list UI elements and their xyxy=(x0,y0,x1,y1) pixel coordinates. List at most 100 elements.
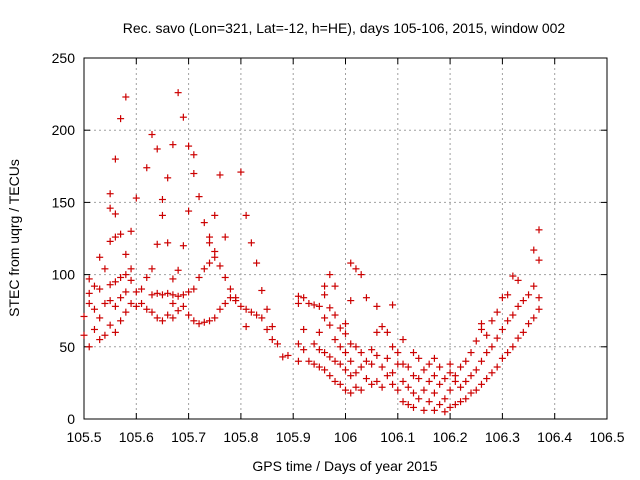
data-point xyxy=(148,131,156,139)
data-point xyxy=(352,265,360,273)
data-point xyxy=(336,343,344,351)
data-point xyxy=(519,297,527,305)
data-point xyxy=(190,317,198,325)
data-point xyxy=(138,285,146,293)
data-point xyxy=(153,314,161,322)
data-point xyxy=(174,292,182,300)
data-point xyxy=(106,204,114,212)
y-tick-labels: 0 50 100 150 200 250 xyxy=(52,50,76,427)
data-point xyxy=(409,403,417,411)
data-point xyxy=(342,366,349,374)
data-point xyxy=(321,366,329,374)
data-point xyxy=(352,343,360,351)
x-tick-label: 106.4 xyxy=(537,429,572,445)
data-point xyxy=(441,375,449,383)
data-point xyxy=(111,210,119,218)
data-point xyxy=(368,380,376,388)
data-point xyxy=(436,363,444,371)
data-point xyxy=(477,380,485,388)
data-point xyxy=(362,357,370,365)
data-point xyxy=(158,291,166,299)
data-point xyxy=(347,340,355,348)
data-point xyxy=(310,301,318,309)
data-point xyxy=(211,247,219,255)
data-point xyxy=(430,389,438,397)
data-point xyxy=(362,294,370,302)
data-point xyxy=(389,380,397,388)
data-point xyxy=(179,302,187,310)
data-point xyxy=(373,328,381,336)
data-point xyxy=(331,336,339,344)
data-point xyxy=(315,328,323,336)
data-point xyxy=(420,366,428,374)
data-point xyxy=(362,375,370,383)
data-point xyxy=(206,317,214,325)
data-point xyxy=(409,389,417,397)
data-point xyxy=(132,288,140,296)
data-point xyxy=(462,377,470,385)
data-point xyxy=(467,349,475,357)
data-point xyxy=(305,357,313,365)
data-point xyxy=(331,377,339,385)
x-axis-title: GPS time / Days of year 2015 xyxy=(252,458,437,474)
data-point xyxy=(326,271,334,279)
data-point xyxy=(514,276,522,284)
data-point xyxy=(425,360,433,368)
data-point xyxy=(132,194,140,202)
data-point xyxy=(122,271,130,279)
data-point xyxy=(446,386,454,394)
data-point xyxy=(169,275,177,283)
data-point xyxy=(535,294,543,302)
data-point xyxy=(477,320,485,328)
data-point xyxy=(169,299,177,307)
y-tick-label: 50 xyxy=(59,339,75,355)
data-point xyxy=(378,323,386,331)
data-point xyxy=(148,265,156,273)
data-point xyxy=(451,372,459,380)
data-point xyxy=(357,349,365,357)
data-point xyxy=(247,308,255,316)
data-point xyxy=(425,377,433,385)
data-point xyxy=(399,360,407,368)
data-point xyxy=(216,171,224,179)
data-point xyxy=(441,395,449,403)
data-point xyxy=(326,372,334,380)
data-point xyxy=(436,401,444,409)
data-point xyxy=(96,336,104,344)
data-point xyxy=(425,398,433,406)
data-point xyxy=(117,294,125,302)
data-point xyxy=(525,291,533,299)
data-point xyxy=(321,314,329,322)
data-point xyxy=(352,369,360,377)
data-point xyxy=(258,314,266,322)
data-point xyxy=(357,363,365,371)
data-point xyxy=(409,372,417,380)
data-point xyxy=(504,317,512,325)
data-point xyxy=(462,395,470,403)
data-point xyxy=(519,328,527,336)
data-point xyxy=(294,292,302,300)
data-point xyxy=(488,369,496,377)
data-point xyxy=(253,259,261,267)
data-point xyxy=(509,272,517,280)
data-point xyxy=(117,317,125,325)
data-point xyxy=(326,321,334,329)
data-point xyxy=(326,304,334,312)
data-point xyxy=(153,240,161,248)
data-point xyxy=(300,325,308,333)
data-point xyxy=(96,314,104,322)
data-point xyxy=(127,265,135,273)
data-point xyxy=(493,363,501,371)
data-point xyxy=(106,321,114,329)
data-point xyxy=(158,196,166,204)
data-point xyxy=(122,308,130,316)
data-point xyxy=(373,302,381,310)
data-point xyxy=(300,294,308,302)
data-point xyxy=(347,357,355,365)
data-point xyxy=(143,164,151,172)
data-points xyxy=(80,89,543,416)
data-point xyxy=(106,190,114,198)
data-point xyxy=(446,403,454,411)
data-point xyxy=(174,266,182,274)
data-point xyxy=(404,401,412,409)
